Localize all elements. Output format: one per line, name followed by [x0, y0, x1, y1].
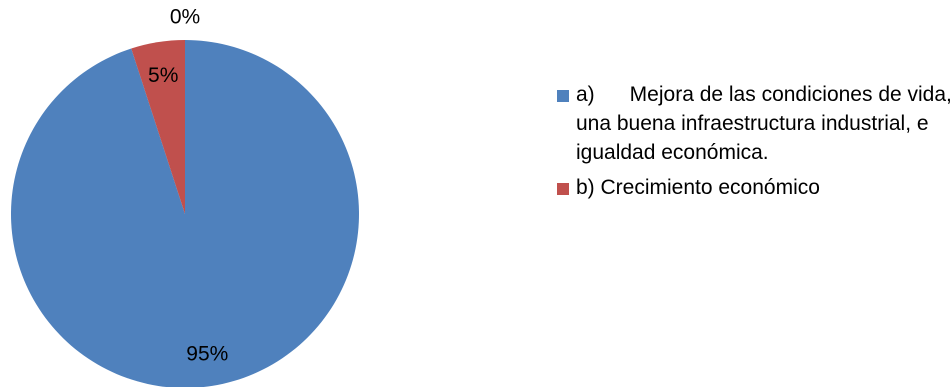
data-label-2: 0%: [170, 6, 200, 29]
legend-swatch-b: [557, 183, 569, 195]
data-label-0: 95%: [186, 342, 228, 365]
legend-item-a: a) Mejora de las condiciones de vida, un…: [557, 80, 950, 167]
legend-item-b: b) Crecimiento económico: [557, 173, 947, 202]
pie-data-labels: 95% 5% 0%: [148, 6, 228, 366]
pie-slice-1: [131, 40, 185, 214]
legend-label-b: b) Crecimiento económico: [576, 176, 820, 199]
legend-label-a: a) Mejora de las condiciones de vida, un…: [576, 83, 950, 164]
pie-slice-0: [11, 40, 360, 387]
data-label-1: 5%: [148, 64, 178, 87]
legend-swatch-a: [557, 90, 569, 102]
legend: a) Mejora de las condiciones de vida, un…: [557, 80, 950, 208]
pie-slices: [11, 40, 360, 387]
